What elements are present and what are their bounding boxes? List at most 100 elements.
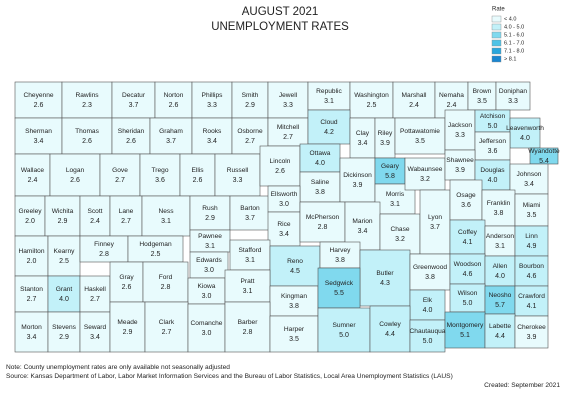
county-name: Jackson [448,122,473,129]
county-name: Kearny [54,248,76,255]
county-rate: 3.9 [380,140,390,147]
county-name: Sumner [332,322,356,329]
county-name: Rawlins [75,92,99,99]
county-rate: 3.4 [279,231,289,238]
county-name: Rooks [203,128,222,135]
county-rate: 3.1 [245,257,255,264]
county-rate: 4.0 [59,296,69,303]
county-rate: 3.8 [425,274,435,281]
county-name: Sherman [25,128,52,135]
county-name: Clay [356,130,370,137]
county-name: Hamilton [18,248,44,255]
county [49,153,101,197]
county-rate: 2.6 [70,177,80,184]
legend-swatch [491,47,502,55]
county-rate: 3.0 [204,267,214,274]
county-name: Anderson [486,233,515,240]
county-name: Kiowa [198,283,216,290]
county-rate: 2.6 [82,138,92,145]
county-rate: 2.9 [59,334,69,341]
county [394,117,446,155]
county-name: Stafford [239,247,262,254]
county-name: Jewell [279,92,298,99]
county [267,117,309,147]
county-rate: 4.5 [290,268,300,275]
county [307,109,351,145]
county [317,307,371,353]
county-rate: 3.4 [90,334,100,341]
county-rate: 4.3 [380,280,390,287]
county-rate: 3.3 [508,98,518,105]
legend-label: 5.1 - 6.0 [504,32,524,38]
title-line: AUGUST 2021 [242,6,319,18]
county [189,195,231,231]
county-rate: 2.9 [205,215,215,222]
county-name: McPherson [306,214,340,221]
county [299,171,341,203]
county-name: Rush [202,205,218,212]
county-rate: 3.4 [207,138,217,145]
county-rate: 2.9 [245,102,255,109]
county-name: Comanche [191,320,223,327]
county-name: Greenwood [413,264,447,271]
county-rate: 5.4 [539,158,549,165]
county-name: Atchison [480,113,506,120]
county [269,315,319,353]
county-rate: 3.0 [202,293,212,300]
county-labels: Cheyenne 2.6 Rawlins 2.3 Decatur 3.7 Norton 2.6… [18,88,560,345]
county-name: Cowley [379,321,401,328]
county [144,301,189,353]
county [444,109,476,151]
county-rate: 4.6 [463,271,473,278]
county-name: Edwards [196,257,222,264]
county-name: Bourbon [519,263,544,270]
county-rate: 2.4 [28,177,38,184]
county-name: Wichita [52,208,74,215]
county [214,153,261,197]
county [149,117,193,155]
county-name: Marion [352,218,372,225]
legend-swatch [491,31,502,39]
created: Created: September 2021 [484,382,560,389]
legend-swatch [491,39,502,47]
county [509,117,541,149]
county-rate: 4.0 [423,307,433,314]
county [449,283,486,313]
county [187,303,226,353]
county [14,275,49,313]
county-name: Gove [112,167,128,174]
county [307,81,351,111]
county-name: Lincoln [270,158,291,165]
county-name: Pottawatomie [400,128,440,135]
county [269,245,321,287]
county-name: Wallace [21,167,45,174]
county-rate: 2.5 [59,258,69,265]
county-name: Cheyenne [23,92,53,99]
county-rate: 3.1 [243,288,253,295]
county-rate: 3.7 [430,224,440,231]
county-rate: 3.1 [390,201,400,208]
county-rate: 3.6 [155,177,165,184]
county-name: Labette [489,323,511,330]
county-name: Doniphan [499,88,528,95]
county-rate: 3.7 [129,102,139,109]
county-rate: 5.5 [334,290,344,297]
county-name: Barton [240,205,260,212]
county-rate: 2.8 [161,284,171,291]
county-name: Dickinson [343,172,372,179]
county-rate: 2.7 [115,177,125,184]
county-rate: 3.2 [395,236,405,243]
county-rate: 2.9 [58,218,68,225]
county-name: Chautauqua [410,328,446,335]
county-rate: 2.7 [90,296,100,303]
county [179,153,216,197]
county-rate: 3.8 [335,257,345,264]
county [339,157,376,203]
county-rate: 2.8 [99,251,109,258]
county-name: Norton [164,92,184,99]
county-name: Mitchell [277,124,300,131]
county-name: Ness [158,208,174,215]
county [191,81,233,119]
legend-label: 7.1 - 8.0 [504,48,524,54]
county-name: Ford [159,274,173,281]
